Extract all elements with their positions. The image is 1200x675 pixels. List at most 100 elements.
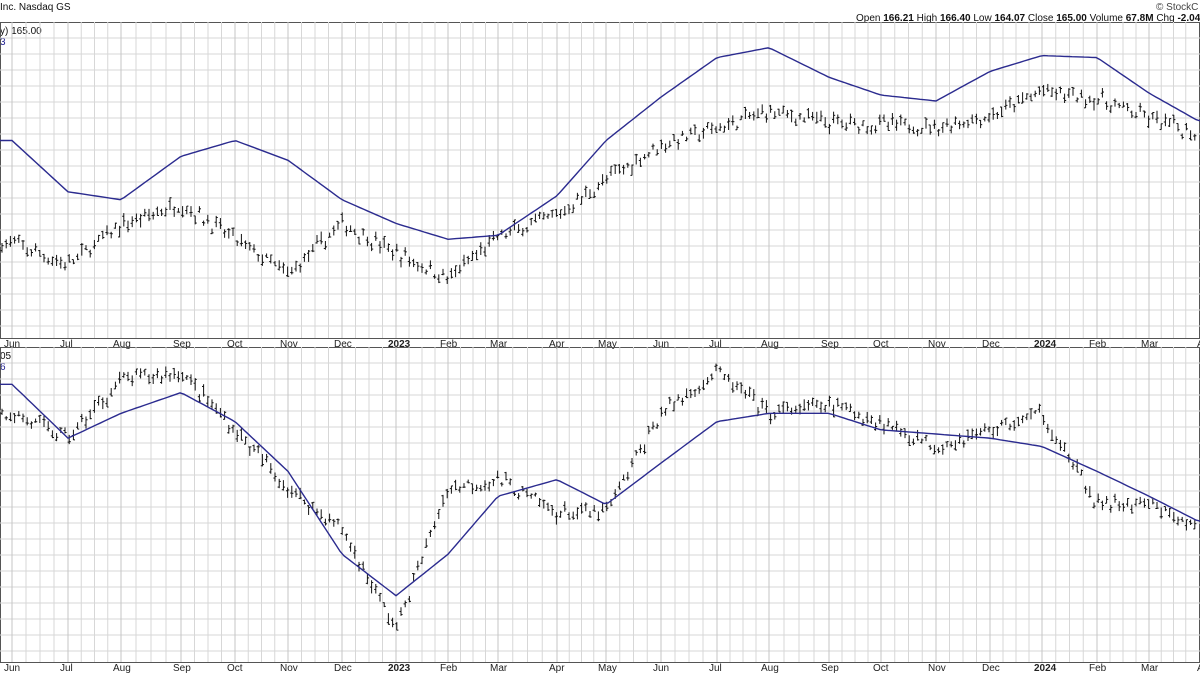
price-bar (634, 153, 638, 165)
price-bar (638, 444, 642, 454)
price-bar (806, 107, 810, 119)
price-bar (769, 413, 773, 425)
price-bar (25, 417, 29, 426)
price-bar (67, 434, 71, 445)
price-bar (1021, 415, 1025, 424)
price-bar (76, 422, 80, 430)
price-bar (407, 596, 411, 603)
price-bar (38, 250, 42, 257)
price-bar (546, 213, 550, 219)
close-label: Close (1027, 13, 1054, 24)
price-bar (626, 471, 630, 481)
price-bar (664, 143, 668, 153)
price-bar (420, 263, 424, 273)
price-bar (315, 235, 319, 244)
price-bar (861, 120, 865, 127)
price-bar (1180, 516, 1184, 522)
low-value: 164.07 (994, 13, 1026, 24)
chg-value: -2.04 (1177, 13, 1200, 24)
price-bar (958, 120, 962, 130)
price-bar (218, 218, 222, 229)
price-bar (1075, 459, 1079, 473)
price-bar (1063, 442, 1067, 452)
price-bar (294, 488, 298, 498)
price-bar (181, 206, 185, 218)
price-bar (105, 225, 109, 236)
moving-average-line (0, 47, 1200, 241)
x-tick-label: Feb (440, 663, 458, 674)
price-bar (584, 185, 588, 198)
price-bar (1004, 417, 1008, 426)
price-bar (197, 394, 201, 403)
x-tick-label: Oct (227, 663, 243, 674)
price-bar (538, 211, 542, 220)
price-bar (315, 508, 319, 516)
price-bar (206, 395, 210, 408)
price-bar (542, 212, 546, 220)
price-bar (1105, 496, 1109, 504)
price-bar (844, 122, 848, 132)
price-bar (1168, 508, 1172, 518)
price-bar (160, 208, 164, 216)
x-tick-label: Jun (4, 339, 20, 350)
price-bar (676, 139, 680, 150)
price-bar (374, 583, 378, 594)
price-bar (67, 254, 71, 263)
price-bar (840, 119, 844, 129)
x-tick-label: Feb (440, 339, 458, 350)
price-bar (882, 423, 886, 435)
price-bar (80, 243, 84, 256)
price-bar (71, 259, 75, 265)
price-bar (76, 253, 80, 261)
x-tick-label: Aug (113, 339, 131, 350)
price-bar (449, 268, 453, 279)
price-bar (811, 397, 815, 406)
price-bar (134, 213, 138, 223)
price-bar (693, 389, 697, 397)
volume-label: Volume (1089, 13, 1123, 24)
price-bar (139, 213, 143, 228)
price-bar (42, 253, 46, 263)
price-bar (336, 220, 340, 230)
price-bar (1037, 403, 1041, 413)
price-bar (895, 420, 899, 432)
x-tick-label: 2024 (1034, 339, 1057, 350)
price-bar (454, 265, 458, 278)
price-bar (1016, 94, 1020, 104)
price-bar (483, 246, 487, 257)
price-bar (286, 266, 290, 277)
price-bar (130, 216, 134, 228)
x-tick-label: Ap (1197, 663, 1200, 674)
price-bar (462, 254, 466, 267)
price-bar (941, 122, 945, 133)
price-bar (1134, 498, 1138, 507)
price-bar (735, 125, 739, 131)
price-bar (512, 491, 516, 496)
price-bar (4, 416, 8, 421)
price-bar (445, 276, 449, 284)
price-bar (878, 415, 882, 424)
price-bar (244, 240, 248, 250)
price-bar (1000, 419, 1004, 426)
price-bar (1100, 500, 1104, 511)
price-bar (575, 507, 579, 520)
x-tick-label: 2023 (388, 339, 411, 350)
top-panel: Jun Jul Aug Sep Oct Nov Dec 2023 Feb Mar Apr May Jun… (0, 22, 1200, 350)
price-bar (874, 125, 878, 134)
x-tick-label: Oct (227, 339, 243, 350)
open-label: Open (856, 13, 881, 24)
price-bar (601, 174, 605, 186)
price-bar (483, 480, 487, 491)
price-bar (832, 111, 836, 124)
price-bar (701, 379, 705, 391)
price-bar (323, 241, 327, 250)
x-tick-label: 2024 (1034, 663, 1057, 674)
price-bar (722, 373, 726, 381)
price-bar (143, 368, 147, 376)
price-bar (466, 479, 470, 484)
price-bar (769, 104, 773, 113)
price-bar (1117, 102, 1121, 109)
price-bar (630, 458, 634, 468)
price-bar (655, 423, 659, 429)
x-tick-label: Sep (173, 663, 191, 674)
